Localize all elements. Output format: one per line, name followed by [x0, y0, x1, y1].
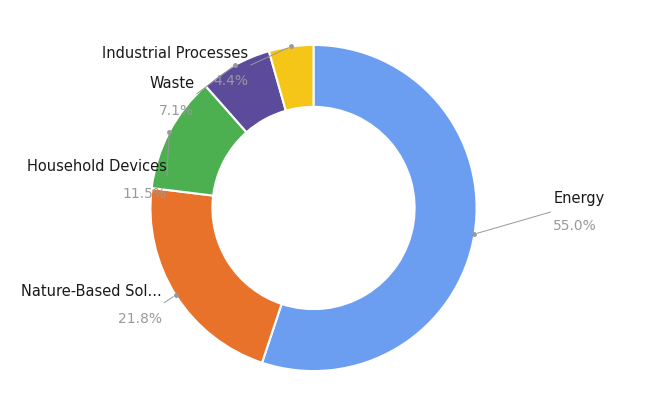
Text: 55.0%: 55.0% [553, 219, 597, 233]
Wedge shape [262, 45, 477, 371]
Wedge shape [151, 188, 282, 363]
Text: 4.4%: 4.4% [213, 74, 248, 88]
Text: Energy: Energy [553, 191, 604, 206]
Wedge shape [205, 51, 286, 132]
Wedge shape [151, 86, 246, 196]
Wedge shape [269, 45, 313, 111]
Text: 7.1%: 7.1% [159, 104, 195, 118]
Text: Nature-Based Sol...: Nature-Based Sol... [21, 284, 162, 300]
Text: 11.5%: 11.5% [123, 187, 167, 201]
Text: Waste: Waste [149, 76, 195, 91]
Text: 21.8%: 21.8% [118, 312, 162, 327]
Text: Industrial Processes: Industrial Processes [102, 46, 248, 61]
Text: Household Devices: Household Devices [27, 159, 167, 174]
